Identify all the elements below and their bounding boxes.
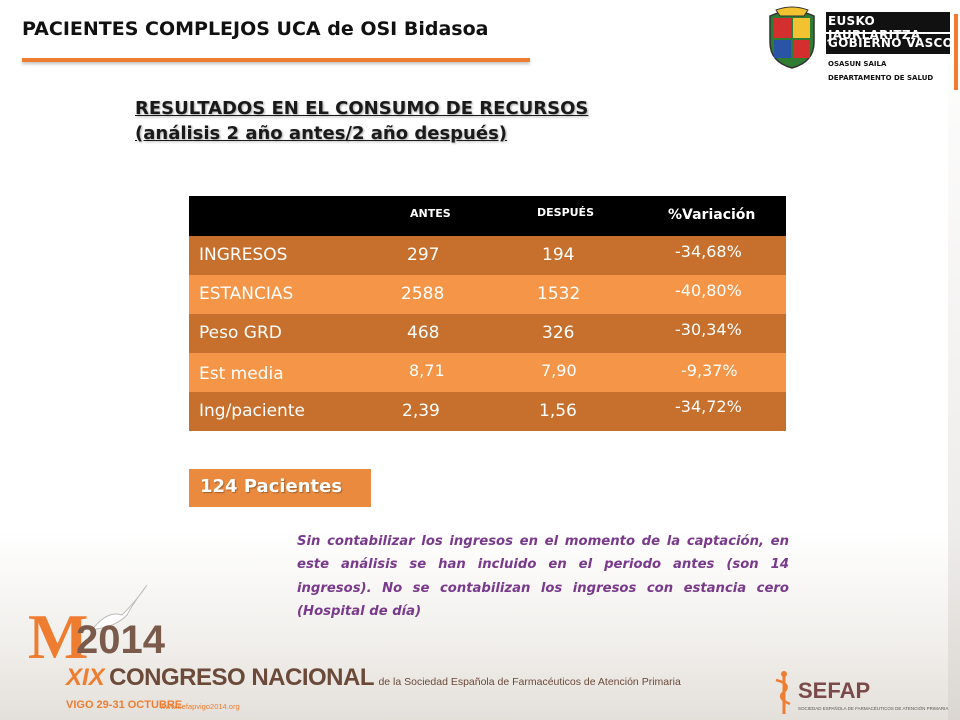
congress-title: CONGRESO NACIONAL: [109, 664, 374, 691]
table-row: Peso GRD 468 326 -30,34%: [189, 314, 786, 353]
table-header: ANTES DESPUÉS %Variación: [189, 196, 786, 236]
row-variacion: -40,80%: [675, 281, 742, 300]
row-label: Peso GRD: [199, 323, 282, 343]
congress-year: 2014: [76, 618, 165, 662]
header-variacion: %Variación: [668, 207, 756, 223]
right-edge-decoration: [948, 0, 960, 720]
congress-subtitle: de la Sociedad Española de Farmacéuticos…: [378, 676, 681, 688]
sefap-name: SEFAP: [798, 678, 871, 703]
footnote: Sin contabilizar los ingresos en el mome…: [297, 534, 789, 620]
gov-sub-basque: OSASUN SAILA: [828, 60, 887, 68]
row-antes: 297: [407, 245, 440, 265]
resources-table: ANTES DESPUÉS %Variación INGRESOS 297 19…: [189, 196, 786, 431]
gov-line-spanish: GOBIERNO VASCO: [828, 36, 954, 50]
row-antes: 2,39: [402, 401, 440, 421]
table-row: INGRESOS 297 194 -34,68%: [189, 236, 786, 275]
header-despues: DESPUÉS: [537, 206, 594, 219]
congress-date: VIGO 29-31 OCTUBRE: [66, 699, 183, 711]
row-antes: 2588: [401, 284, 445, 304]
congress-roman: XIX: [66, 664, 105, 691]
row-variacion: -9,37%: [681, 361, 738, 380]
gov-accent-bar: [954, 14, 958, 90]
table-row: Ing/paciente 2,39 1,56 -34,72%: [189, 392, 786, 431]
row-variacion: -34,72%: [675, 397, 742, 416]
footer-background: [0, 530, 960, 720]
row-label: Ing/paciente: [199, 401, 305, 421]
section-title: RESULTADOS EN EL CONSUMO DE RECURSOS (an…: [135, 96, 588, 146]
gobierno-vasco-logo: EUSKO JAURLARITZA GOBIERNO VASCO OSASUN …: [762, 4, 958, 90]
row-variacion: -30,34%: [675, 320, 742, 339]
congress-name: XIX CONGRESO NACIONAL de la Sociedad Esp…: [66, 664, 681, 692]
gov-line-basque: EUSKO JAURLARITZA: [828, 14, 921, 42]
table-row: ESTANCIAS 2588 1532 -40,80%: [189, 275, 786, 314]
row-variacion: -34,68%: [675, 242, 742, 261]
sefap-logo: SEFAP SOCIEDAD ESPAÑOLA DE FARMACÉUTICOS…: [772, 668, 948, 718]
section-title-line2: (análisis 2 año antes/2 año después): [135, 123, 508, 144]
sefap-fullname: SOCIEDAD ESPAÑOLA DE FARMACÉUTICOS DE AT…: [798, 706, 949, 711]
row-despues: 7,90: [541, 361, 577, 380]
caduceus-icon: [775, 671, 791, 714]
header-antes: ANTES: [410, 207, 451, 220]
row-antes: 8,71: [409, 361, 445, 380]
gov-sub-spanish: DEPARTAMENTO DE SALUD: [828, 74, 934, 82]
congress-url: www.sefapvigo2014.org: [160, 702, 240, 711]
row-label: Est media: [199, 364, 284, 384]
row-despues: 1,56: [539, 401, 577, 421]
row-label: INGRESOS: [199, 245, 288, 265]
row-label: ESTANCIAS: [199, 284, 294, 304]
title-underline: [22, 58, 530, 62]
section-title-line1: RESULTADOS EN EL CONSUMO DE RECURSOS: [135, 98, 589, 119]
bird-icon: [90, 584, 148, 631]
table-row: Est media 8,71 7,90 -9,37%: [189, 353, 786, 392]
row-despues: 1532: [537, 284, 581, 304]
gov-divider: [826, 32, 950, 34]
congress-m: M: [28, 601, 89, 672]
coat-of-arms-icon: [769, 6, 815, 69]
patients-badge: 124 Pacientes: [189, 469, 371, 507]
patients-badge-label: 124 Pacientes: [200, 476, 343, 497]
row-despues: 326: [542, 323, 575, 343]
row-despues: 194: [542, 245, 575, 265]
row-antes: 468: [407, 323, 440, 343]
page-title: PACIENTES COMPLEJOS UCA de OSI Bidasoa: [22, 18, 489, 40]
